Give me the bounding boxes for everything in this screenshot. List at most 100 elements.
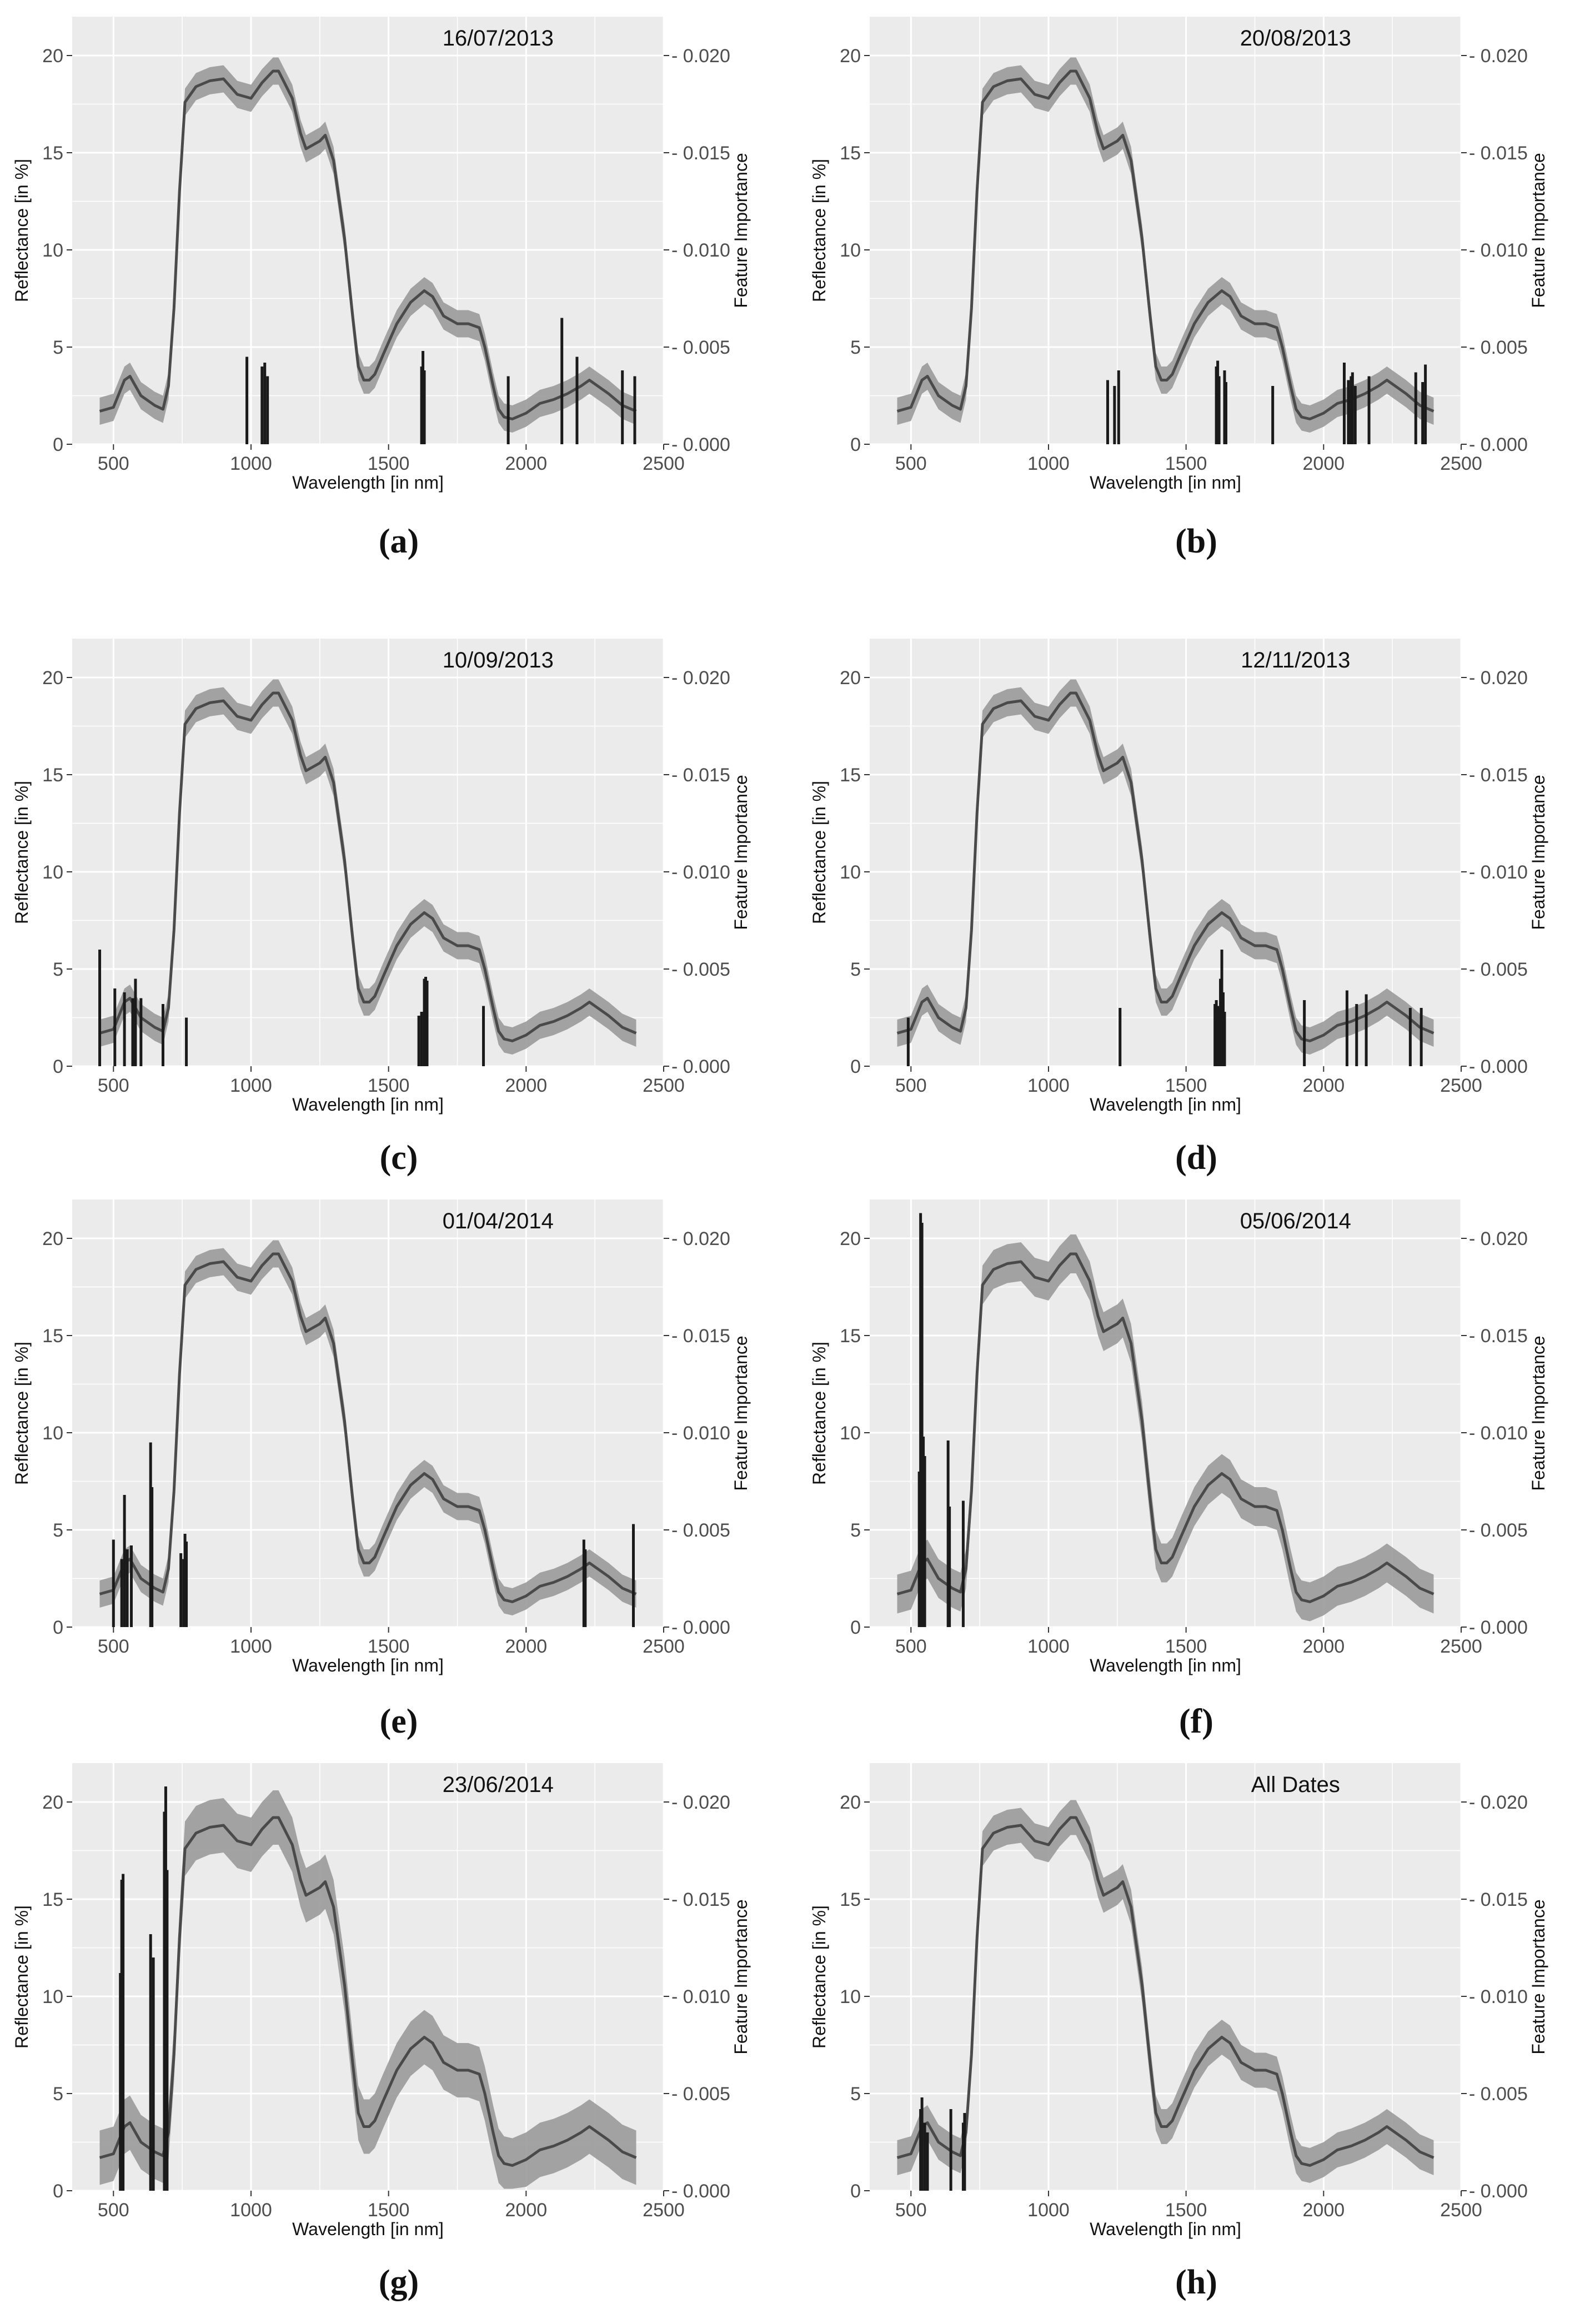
panel-title: 10/09/2013 [443, 648, 554, 672]
y-tick-label: 15 [840, 1889, 861, 1910]
x-tick-label: 1500 [1165, 1636, 1207, 1657]
x-tick-label: 1500 [368, 2200, 410, 2221]
y2-tick-label: - 0.005 [671, 2084, 730, 2105]
y-tick-label: 5 [53, 2084, 63, 2105]
y-tick-label: 15 [42, 765, 63, 786]
y-tick-label: 15 [840, 143, 861, 164]
x-tick-label: 500 [895, 2200, 927, 2221]
y2-tick-label: - 0.015 [671, 143, 730, 164]
importance-bars [906, 950, 1423, 1066]
x-tick-label: 2000 [505, 453, 548, 474]
chart-panel-d: 0 5 10 15 20 - 0.000 - 0.005 - 0.010 - 0.015 - 0.… [798, 622, 1595, 1122]
y-axis-title: Reflectance [in %] [12, 1905, 32, 2049]
y-tick-label: 20 [840, 667, 861, 689]
caption-d: (d) [798, 1138, 1595, 1178]
y2-tick-label: - 0.020 [671, 46, 730, 67]
x-tick-label: 2000 [1303, 1075, 1345, 1096]
chart-h-svg: 0 5 10 15 20 - 0.000 - 0.005 - 0.010 - 0.015 - 0.… [809, 1763, 1548, 2239]
x-tick-label: 2500 [1440, 1636, 1482, 1657]
y-tick-label: 10 [840, 1986, 861, 2007]
y2-tick-label: - 0.005 [1469, 2084, 1528, 2105]
x-axis-title: Wavelength [in nm] [1090, 473, 1241, 493]
y-tick-label: 10 [42, 240, 63, 261]
x-tick-label: 1500 [368, 1075, 410, 1096]
caption-a-text: (a) [378, 523, 419, 560]
caption-d-text: (d) [1175, 1139, 1217, 1177]
gridlines [72, 1763, 665, 2192]
panel-title: 16/07/2013 [443, 26, 554, 51]
y-axis-title: Reflectance [in %] [809, 1905, 829, 2049]
chart-e: 0 5 10 15 20 - 0.000 - 0.005 - 0.010 - 0.015 - 0.… [12, 1199, 751, 1675]
x-tick-label: 2500 [643, 1636, 685, 1657]
y-tick-label: 15 [840, 1326, 861, 1347]
reflectance-line [896, 1252, 1435, 1603]
importance-bars [98, 950, 485, 1066]
x-tick-label: 1500 [1165, 453, 1207, 474]
x-tick-label: 1000 [230, 1636, 272, 1657]
gridlines [72, 17, 665, 445]
y2-tick-label: - 0.010 [1469, 1423, 1528, 1444]
reflectance-line [896, 69, 1435, 420]
importance-bars [919, 2097, 966, 2191]
y2-tick-label: - 0.000 [671, 1056, 730, 1077]
panel-title: All Dates [1251, 1773, 1340, 1797]
chart-panel-f: 0 5 10 15 20 - 0.000 - 0.005 - 0.010 - 0.015 - 0.… [798, 1183, 1595, 1683]
y2-tick-label: - 0.010 [671, 1986, 730, 2007]
y-tick-label: 15 [840, 765, 861, 786]
caption-f-text: (f) [1179, 1703, 1213, 1740]
y2-tick-label: - 0.010 [1469, 240, 1528, 261]
y2-tick-label: - 0.000 [1469, 2181, 1528, 2202]
y-tick-label: 5 [850, 959, 861, 980]
y2-tick-label: - 0.000 [1469, 434, 1528, 455]
caption-b: (b) [798, 522, 1595, 561]
x-axis-title: Wavelength [in nm] [292, 1095, 444, 1115]
y-tick-label: 0 [850, 2181, 861, 2202]
caption-h-text: (h) [1175, 2263, 1217, 2301]
y-tick-label: 20 [840, 1228, 861, 1249]
y2-tick-label: - 0.000 [1469, 1617, 1528, 1638]
x-tick-label: 2500 [643, 2200, 685, 2221]
caption-h: (h) [798, 2263, 1595, 2302]
x-tick-label: 500 [98, 453, 129, 474]
y2-tick-label: - 0.005 [671, 959, 730, 980]
y-tick-label: 20 [42, 1228, 63, 1249]
y-tick-label: 0 [850, 434, 861, 455]
y-axis-title: Reflectance [in %] [12, 1342, 32, 1485]
x-tick-label: 500 [98, 1636, 129, 1657]
chart-f-svg: 0 5 10 15 20 - 0.000 - 0.005 - 0.010 - 0.015 - 0.… [809, 1199, 1548, 1675]
panel-title: 05/06/2014 [1240, 1209, 1351, 1233]
chart-c-svg: 0 5 10 15 20 - 0.000 - 0.005 - 0.010 - 0.015 - 0.… [12, 639, 751, 1115]
panel-title: 23/06/2014 [443, 1773, 554, 1797]
chart-c: 0 5 10 15 20 - 0.000 - 0.005 - 0.010 - 0.015 - 0.… [12, 639, 751, 1115]
y2-tick-label: - 0.005 [1469, 337, 1528, 358]
y2-tick-label: - 0.010 [671, 862, 730, 883]
y2-tick-label: - 0.020 [671, 667, 730, 689]
y2-axis-title: Feature Importance [731, 153, 751, 308]
gridlines [870, 17, 1462, 445]
caption-e-text: (e) [379, 1703, 418, 1740]
chart-e-svg: 0 5 10 15 20 - 0.000 - 0.005 - 0.010 - 0.015 - 0.… [12, 1199, 751, 1675]
chart-b-svg: 0 5 10 15 20 - 0.000 - 0.005 - 0.010 - 0.015 - 0.… [809, 17, 1548, 493]
x-axis-title: Wavelength [in nm] [292, 473, 444, 493]
y-tick-label: 0 [850, 1617, 861, 1638]
x-tick-label: 500 [98, 1075, 129, 1096]
chart-panel-c: 0 5 10 15 20 - 0.000 - 0.005 - 0.010 - 0.015 - 0.… [0, 622, 798, 1122]
y-tick-label: 5 [53, 1520, 63, 1541]
y2-tick-label: - 0.010 [1469, 1986, 1528, 2007]
y-tick-label: 10 [42, 1423, 63, 1444]
y2-tick-label: - 0.020 [1469, 46, 1528, 67]
x-axis-title: Wavelength [in nm] [1090, 1655, 1241, 1675]
x-tick-label: 1500 [368, 453, 410, 474]
y-tick-label: 5 [850, 1520, 861, 1541]
y2-axis-title: Feature Importance [731, 1899, 751, 2054]
y-axis-title: Reflectance [in %] [12, 781, 32, 924]
y2-tick-label: - 0.020 [1469, 1792, 1528, 1813]
reflectance-band [99, 57, 636, 433]
y-axis-title: Reflectance [in %] [809, 781, 829, 924]
reflectance-line [99, 69, 637, 420]
panel-title: 01/04/2014 [443, 1209, 554, 1233]
reflectance-band [897, 679, 1434, 1055]
y-axis-title: Reflectance [in %] [12, 159, 32, 302]
y2-axis-title: Feature Importance [731, 775, 751, 930]
y-tick-label: 15 [42, 143, 63, 164]
